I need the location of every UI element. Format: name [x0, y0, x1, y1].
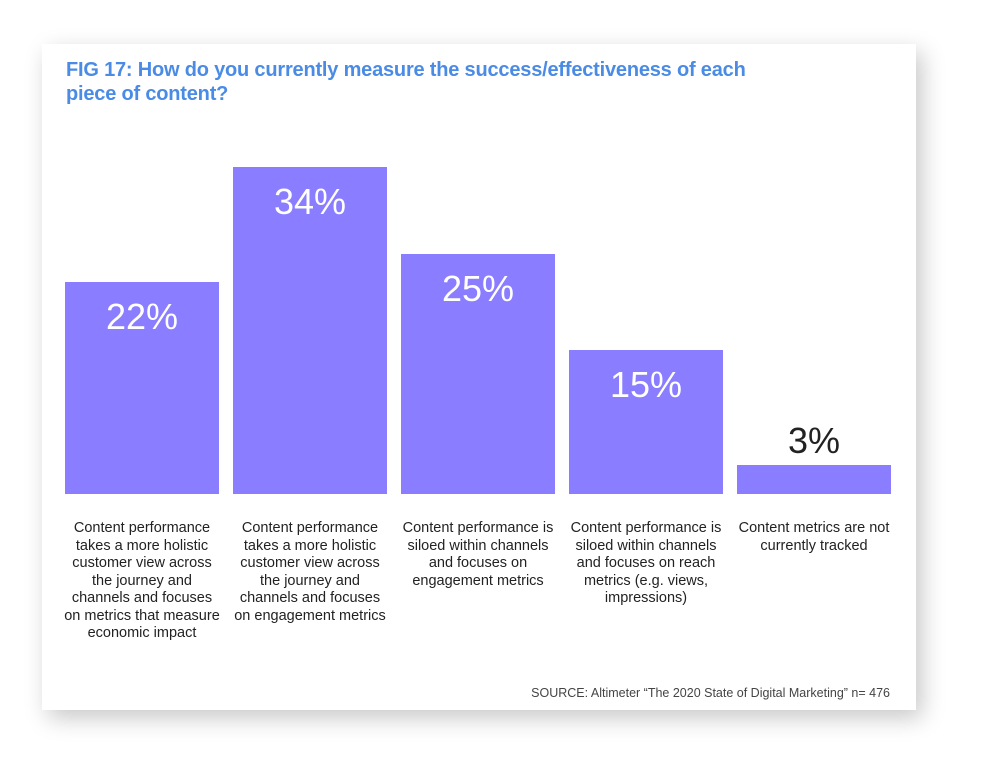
chart-title: FIG 17: How do you currently measure the…	[66, 59, 746, 105]
bar-value-label: 25%	[441, 267, 515, 309]
bar-4	[569, 349, 723, 494]
bar-value-label: 15%	[609, 363, 683, 405]
chart-card: FIG 17: How do you currently measure the…	[42, 44, 916, 710]
source-note: SOURCE: Altimeter “The 2020 State of Dig…	[531, 686, 890, 700]
category-label: Content metrics are not currently tracke…	[738, 520, 890, 554]
bar-value-label: 22%	[105, 296, 179, 338]
category-label: Content performance is siloed within cha…	[570, 520, 722, 606]
bar-1	[65, 282, 219, 494]
category-label: Content performance takes a more holisti…	[234, 520, 386, 624]
bar-value-label: 3%	[787, 420, 841, 462]
bar-5	[737, 465, 891, 494]
category-label: Content performance takes a more holisti…	[64, 520, 220, 641]
bar-2	[233, 167, 387, 494]
bar-3	[401, 253, 555, 494]
bar-value-label: 34%	[273, 181, 347, 222]
category-label: Content performance is siloed within cha…	[402, 520, 554, 589]
